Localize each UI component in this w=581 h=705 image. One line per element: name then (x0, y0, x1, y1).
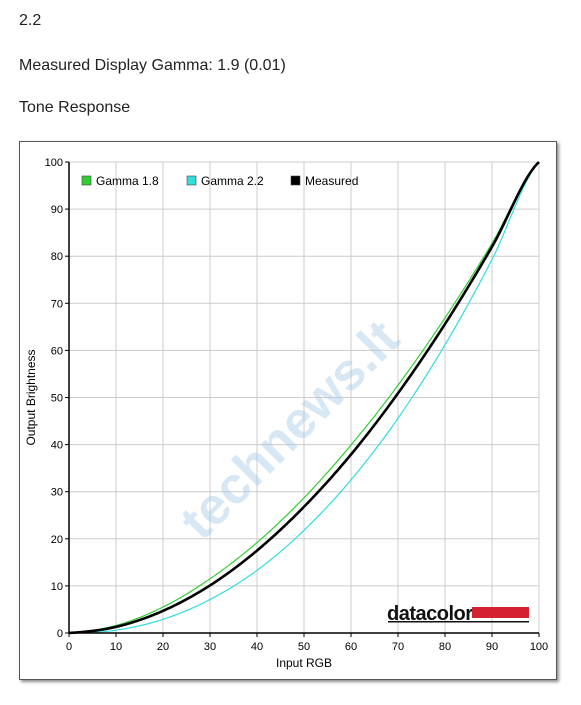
y-tick-label: 0 (57, 628, 63, 640)
y-tick-label: 70 (51, 298, 63, 310)
legend-swatch (186, 175, 197, 186)
y-tick-label: 60 (51, 345, 63, 357)
watermark-text: technews.lt (169, 309, 410, 550)
y-tick-label: 80 (51, 251, 63, 263)
legend-label: Gamma 1.8 (96, 174, 159, 188)
x-tick-label: 70 (392, 641, 404, 653)
x-tick-label: 10 (110, 641, 122, 653)
y-tick-label: 10 (51, 581, 63, 593)
chart-svg: technews.lt 0 10 20 30 40 50 60 70 80 90 100 0 10 20 3… (24, 157, 548, 670)
x-tick-label: 30 (204, 641, 216, 653)
series-line-3 (68, 161, 540, 635)
legend: Gamma 1.8 Gamma 2.2 Measured (81, 174, 358, 188)
series-lines (68, 161, 540, 635)
datacolor-logo-underline (388, 621, 529, 623)
tone-response-chart: technews.lt 0 10 20 30 40 50 60 70 80 90 100 0 10 20 3… (19, 141, 557, 680)
legend-label: Gamma 2.2 (201, 174, 264, 188)
series-line-2 (68, 161, 540, 634)
legend-swatch (290, 175, 301, 186)
y-tick-label: 90 (51, 204, 63, 216)
y-tick-label: 30 (51, 487, 63, 499)
legend-swatch (81, 175, 92, 186)
tone-response-heading: Tone Response (19, 99, 131, 116)
x-tick-label: 0 (66, 641, 72, 653)
gamma-target-text: 2.2 (19, 12, 42, 29)
datacolor-logo-text: datacolor (387, 603, 473, 625)
y-tick-label: 100 (45, 157, 63, 169)
y-tick-label: 50 (51, 393, 63, 405)
x-tick-label: 80 (439, 641, 451, 653)
x-tick-label: 40 (251, 641, 263, 653)
legend-label: Measured (305, 174, 358, 188)
x-tick-label: 90 (486, 641, 498, 653)
y-axis-title: Output Brightness (24, 349, 38, 445)
x-tick-label: 20 (157, 641, 169, 653)
y-tick-label: 40 (51, 440, 63, 452)
series-line-1 (68, 161, 540, 634)
y-tick-label: 20 (51, 534, 63, 546)
x-tick-label: 100 (530, 641, 548, 653)
axes: 0 10 20 30 40 50 60 70 80 90 100 0 10 20 30 40 50 60 70 80 9… (24, 157, 548, 670)
x-tick-label: 60 (345, 641, 357, 653)
measured-gamma-text: Measured Display Gamma: 1.9 (0.01) (19, 57, 286, 74)
datacolor-logo-bar (472, 607, 529, 618)
x-tick-label: 50 (298, 641, 310, 653)
x-axis-title: Input RGB (276, 656, 332, 670)
datacolor-logo: datacolor (387, 603, 529, 625)
